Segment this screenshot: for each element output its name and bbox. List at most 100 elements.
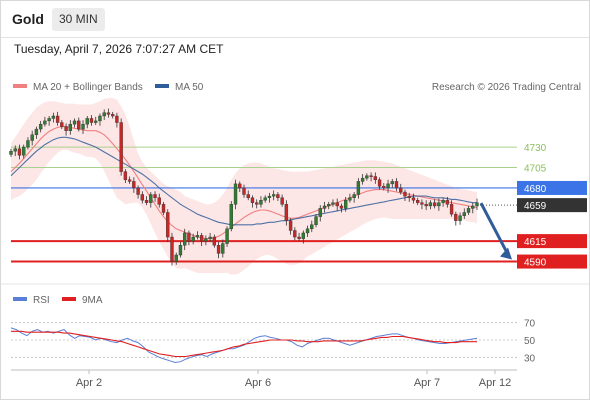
candle-body [310,224,314,230]
candle [475,198,479,211]
candle [238,181,242,193]
candle-body [449,204,454,215]
candle [94,116,98,125]
candle [335,198,339,211]
candle-body [335,202,339,207]
resistance-label-2: 4705 [524,164,547,175]
candle-body [276,194,280,198]
candle-body [293,230,297,238]
time-tick-label: Apr 2 [76,377,102,389]
support-1-tag [517,234,587,249]
candle-body [123,171,128,180]
candle [458,212,462,225]
candle-body [64,126,68,131]
candle [195,231,200,240]
rsi-legend-label: RSI [33,295,50,306]
candle [348,193,352,203]
candle-body [356,181,361,195]
candle-body [26,140,30,148]
candle [127,176,132,184]
candle [288,218,293,235]
candle [356,178,361,199]
candle-body [445,200,450,205]
candle [60,120,64,130]
forecast-arrow-shaft [479,202,510,256]
candle [30,130,34,146]
candle-body [246,194,250,198]
candle-body [267,195,272,198]
candle [343,196,348,212]
candle-body [81,123,85,130]
candle [250,195,255,208]
candle [310,220,314,233]
candle [9,148,13,157]
candle-body [208,236,212,239]
candle-body [420,202,424,205]
candle-body [318,208,322,217]
candle-body [466,208,471,213]
candle [89,115,94,126]
candle-body [462,212,466,216]
rsi-legend-swatch [13,297,27,301]
candle [314,214,318,228]
candle-body [360,177,365,182]
ma50-line [10,136,477,226]
candle-body [178,244,183,256]
candle [51,112,56,123]
rsi-tick-label-30: 30 [524,353,536,364]
candle [119,118,123,176]
candle [420,199,424,210]
candle [38,120,43,133]
candle-body [327,204,331,207]
timeframe-badge[interactable]: 30 MIN [52,8,105,31]
candle [305,225,310,238]
candle [102,109,106,121]
candle-body [301,232,305,239]
candle-body [250,197,255,203]
candle-body [183,232,187,246]
candle [191,233,195,245]
candle [115,112,119,128]
candle-body [149,194,153,203]
candle-body [72,120,77,125]
rsi-ma-legend-label: 9MA [82,295,103,306]
candle [360,174,365,185]
candle [293,227,297,241]
candle [140,191,145,204]
candle [259,196,263,208]
candle [339,203,344,213]
candle [123,169,128,184]
candle-body [475,202,479,207]
candle [373,172,378,184]
candle-body [471,205,475,209]
candle [428,200,433,210]
candle-body [458,215,462,221]
rsi-ma-line [11,330,477,358]
candle [449,200,454,217]
candle [47,115,51,126]
candle [166,209,170,242]
candle [85,115,89,129]
candle [382,183,386,191]
candle [221,239,225,258]
candle-body [85,118,89,125]
level-lines-layer: 4730 4705 [11,143,547,263]
candle [416,197,420,206]
candle [255,199,259,209]
candle [216,241,221,259]
candle [55,111,60,126]
candle [454,211,458,226]
candle-body [38,123,43,130]
candle-body [199,235,204,242]
candle [174,252,178,265]
candle [13,145,17,157]
candle [17,144,22,160]
candle-body [98,115,102,122]
candle [34,126,39,139]
candle-body [411,197,416,201]
candle [301,230,305,244]
candle-body [191,236,195,242]
support-2-tag [517,254,587,269]
candle [246,190,250,201]
moving-average-layer [10,126,478,240]
